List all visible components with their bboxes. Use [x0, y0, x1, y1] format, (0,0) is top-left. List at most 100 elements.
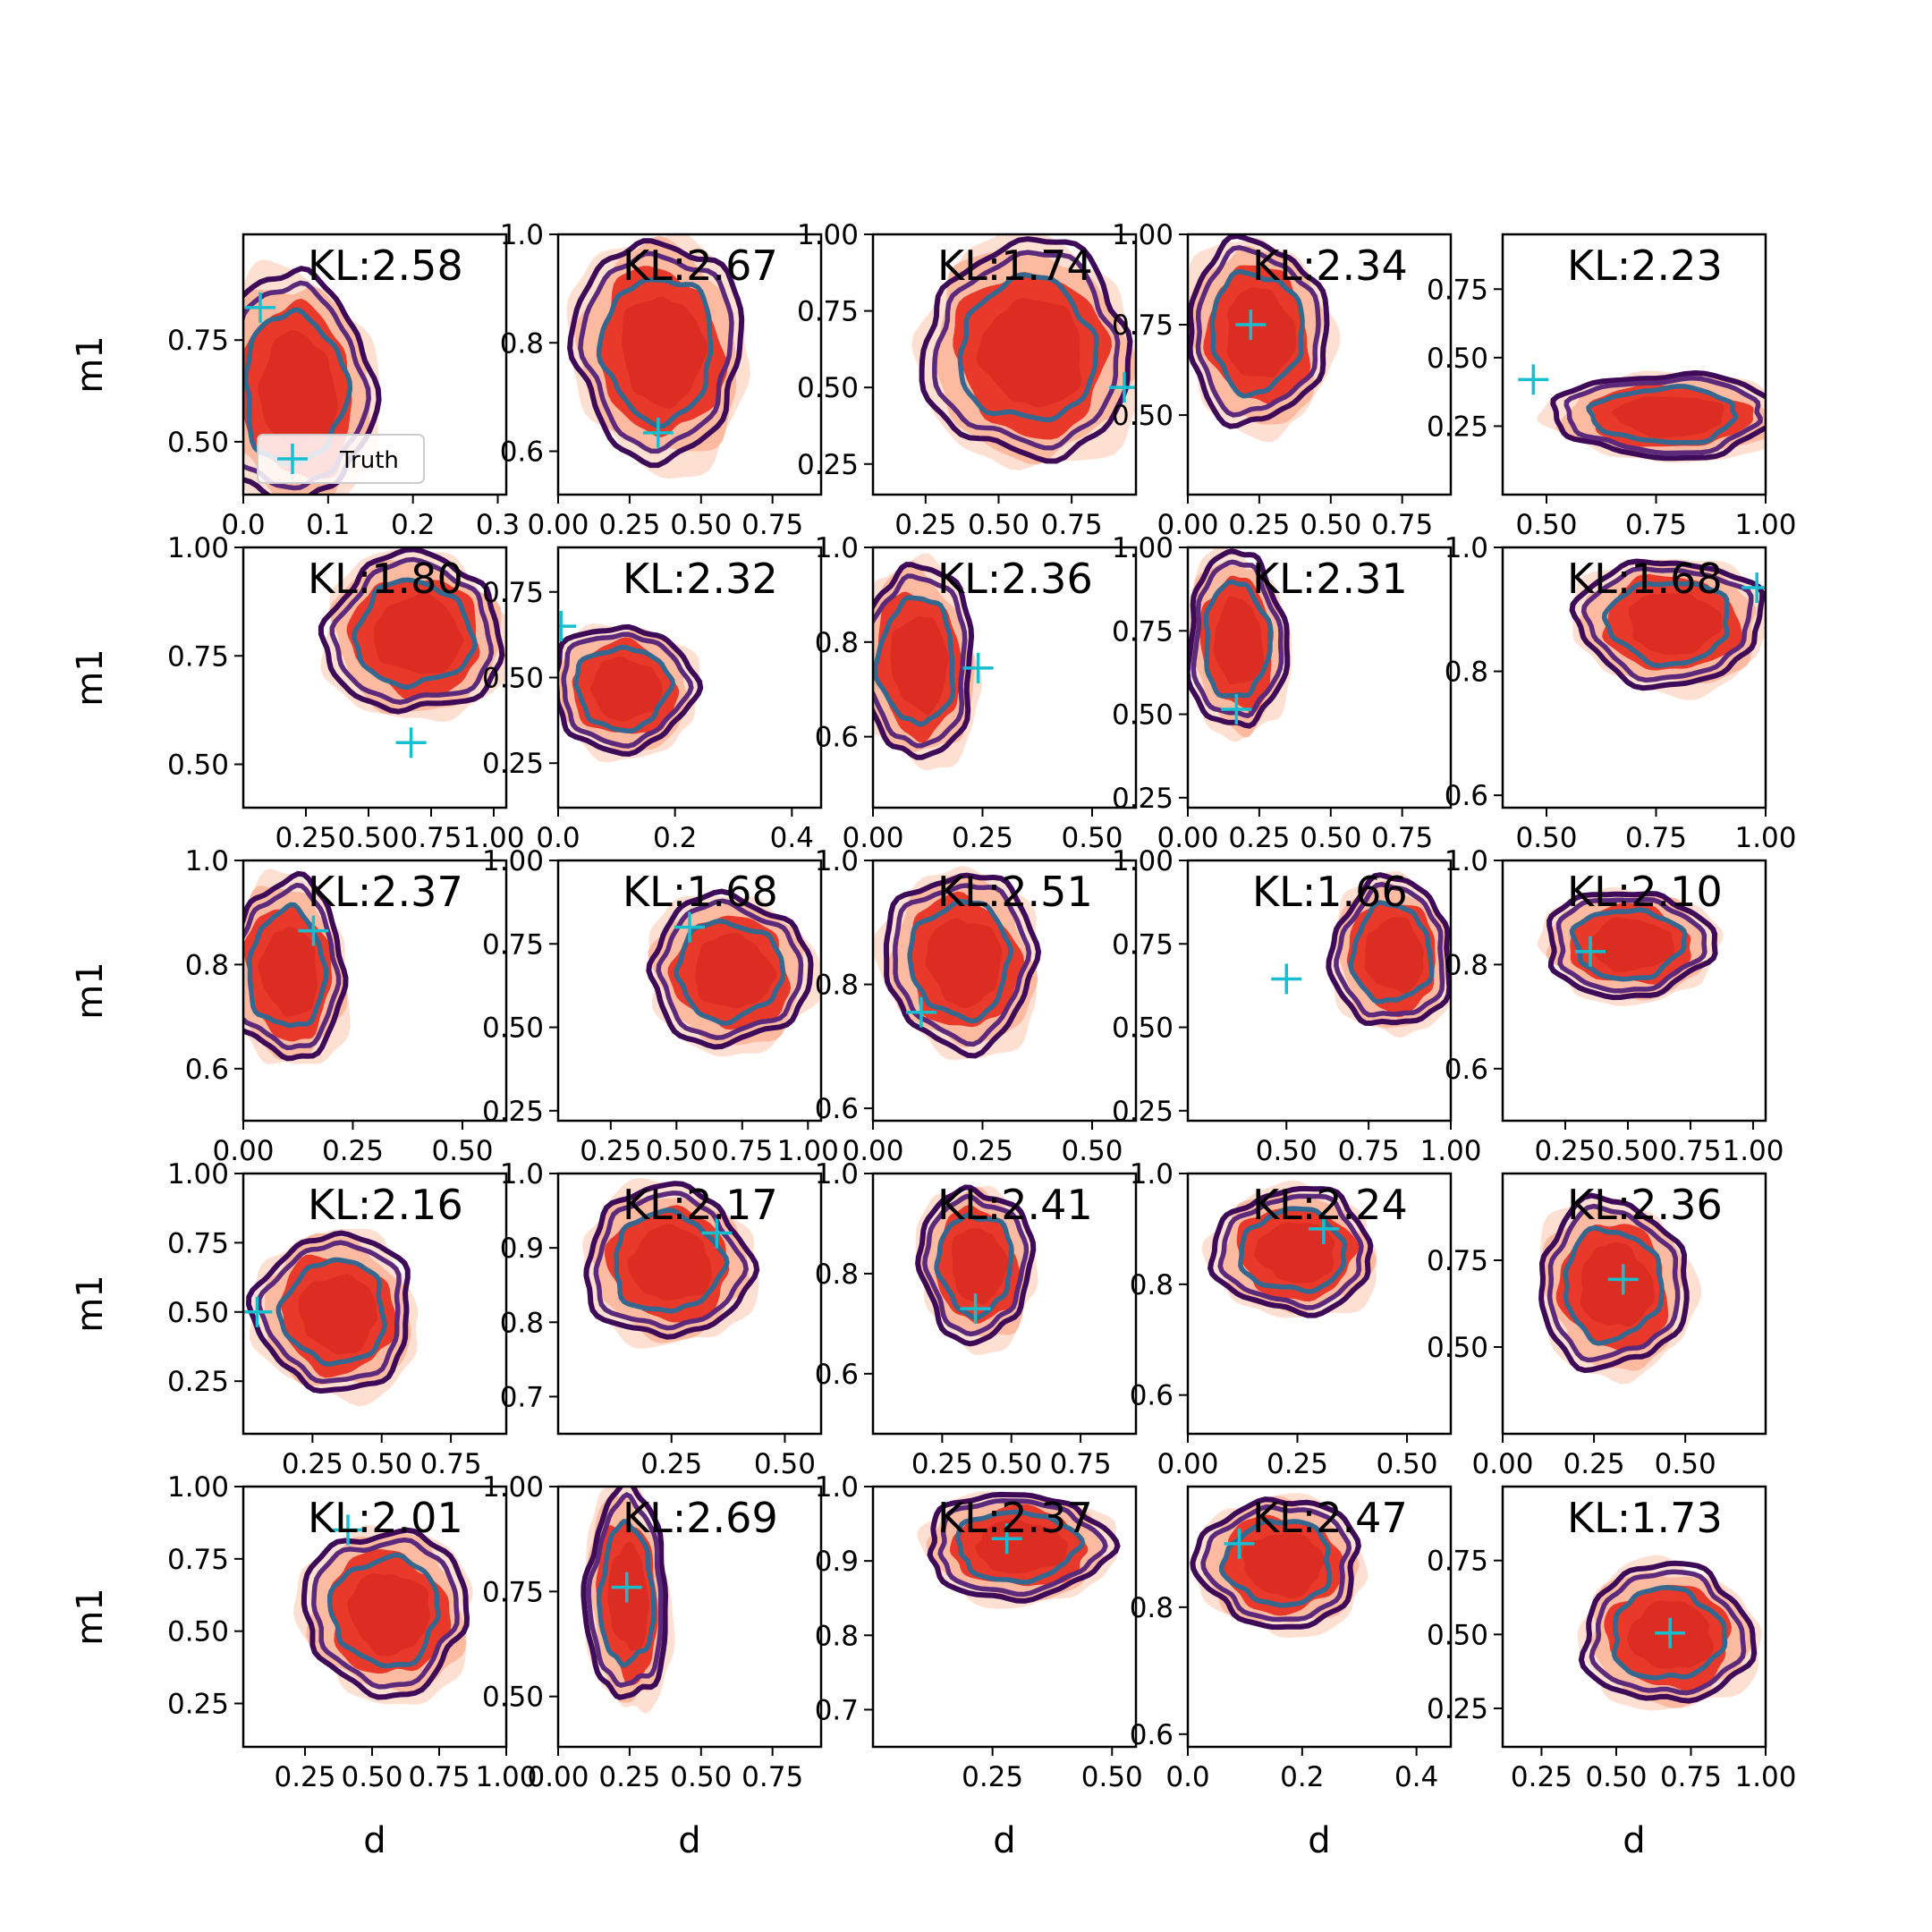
kl-annotation: KL:2.41 [937, 1181, 1093, 1229]
contour-outer [580, 1487, 669, 1700]
axes-frame [242, 859, 508, 1123]
axes-frame [556, 233, 823, 496]
density-fill-level-4 [607, 1541, 649, 1651]
panel-5: 0.50 0.75 1.00 0.25 0.50 0.75 KL:2.23 [1427, 233, 1797, 541]
kl-annotation: KL:2.24 [1252, 1181, 1408, 1229]
y-tick-label: 0.25 [482, 748, 544, 780]
kl-annotation: KL:2.58 [308, 242, 463, 290]
truth-marker [298, 915, 329, 946]
density-area [580, 1487, 675, 1714]
y-tick-label: 0.50 [167, 427, 229, 459]
x-tick-label: 0.50 [337, 822, 399, 854]
y-tick-label: 0.75 [1112, 309, 1174, 342]
y-tick-label: 0.50 [167, 750, 229, 782]
contour-inner [1563, 1224, 1665, 1346]
x-tick-label: 0.50 [351, 1448, 412, 1480]
axes-frame [1186, 546, 1453, 809]
contour-middle [311, 1537, 460, 1690]
density-area [1201, 1180, 1377, 1318]
y-tick-label: 0.8 [815, 627, 859, 659]
density-fill-level-4 [695, 932, 777, 1009]
y-tick-label: 0.8 [815, 970, 859, 1002]
axes-frame [871, 1172, 1138, 1436]
axes-frame [871, 546, 1138, 809]
truth-marker [701, 1217, 733, 1249]
panel-22: 0.00 0.25 0.50 0.75 0.50 0.75 1.00 KL:2.69 d [482, 1471, 823, 1861]
x-tick-label: 0.25 [952, 822, 1013, 854]
contour-inner [596, 276, 714, 429]
axes-frame [1186, 233, 1453, 496]
contour-outer [301, 1527, 470, 1700]
x-tick-label: 0.00 [527, 1761, 589, 1793]
axes-frame [1186, 859, 1453, 1123]
x-tick-label: 0.75 [1371, 822, 1433, 854]
panel-14: 0.50 0.75 1.00 0.25 0.50 0.75 1.00 KL:1.66 [1112, 845, 1482, 1167]
density-area [1569, 558, 1766, 700]
y-tick-label: 0.75 [482, 577, 544, 609]
density-area [1188, 234, 1341, 443]
x-tick-label: 0.75 [400, 822, 462, 854]
y-tick-label: 0.50 [1427, 1332, 1488, 1364]
x-tick-label: 0.75 [1660, 1761, 1722, 1793]
density-fill-level-4 [1628, 592, 1723, 656]
y-tick-label: 0.6 [1445, 780, 1488, 812]
axes-frame [242, 1172, 508, 1436]
legend: Truth [257, 434, 425, 484]
y-tick-label: 0.50 [1112, 1013, 1174, 1045]
kl-annotation: KL:2.17 [623, 1181, 778, 1229]
contour-inner [1238, 1206, 1348, 1294]
x-axis-label: d [1623, 1820, 1645, 1861]
x-tick-label: 0.75 [711, 1135, 773, 1167]
x-tick-label: 0.1 [306, 509, 350, 541]
density-area [873, 553, 994, 771]
contour-inner [873, 595, 956, 727]
kl-annotation: KL:2.23 [1567, 242, 1723, 290]
truth-marker [1655, 1617, 1686, 1648]
density-fill-level-4 [951, 1228, 1009, 1305]
contour-outer [1208, 1186, 1374, 1318]
y-tick-label: 0.8 [185, 949, 229, 981]
panel-11: 0.00 0.25 0.50 0.6 0.8 1.0 KL:2.37 m1 [70, 845, 508, 1167]
contour-outer [1538, 1192, 1690, 1374]
density-area [873, 866, 1042, 1061]
density-area [243, 1228, 419, 1407]
x-axis-label: d [678, 1820, 700, 1861]
contour-outer [1190, 1496, 1361, 1631]
y-tick-label: 1.00 [1112, 532, 1174, 564]
contour-middle [656, 898, 804, 1040]
x-tick-label: 0.50 [1081, 1761, 1143, 1793]
truth-marker [1221, 693, 1252, 724]
x-tick-label: 0.0 [536, 822, 580, 854]
density-area [1518, 364, 1766, 463]
y-tick-label: 0.50 [1112, 699, 1174, 732]
y-tick-label: 0.25 [1427, 1693, 1488, 1725]
y-tick-label: 0.50 [482, 1013, 544, 1045]
y-tick-label: 0.7 [500, 1381, 544, 1413]
y-axis-label: m1 [70, 335, 111, 393]
x-tick-label: 0.25 [1228, 822, 1290, 854]
x-tick-label: 0.75 [1050, 1448, 1112, 1480]
contour-outer [1546, 890, 1718, 1001]
y-tick-label: 0.7 [815, 1694, 859, 1726]
x-tick-label: 1.00 [1734, 509, 1796, 541]
truth-marker [611, 1572, 642, 1603]
y-tick-label: 0.75 [167, 1544, 229, 1576]
contour-inner [1348, 900, 1435, 1004]
panel-1: 0.0 0.1 0.2 0.3 0.50 0.75 KL:2.58 m1 Truth [70, 233, 520, 541]
legend-label: Truth [339, 447, 399, 474]
contour-middle [1217, 1193, 1364, 1310]
density-fill-level-4 [589, 657, 663, 722]
y-tick-label: 0.6 [1130, 1380, 1174, 1412]
x-tick-label: 0.75 [1659, 1135, 1721, 1167]
y-tick-label: 1.00 [167, 1471, 229, 1504]
y-tick-label: 0.50 [167, 1616, 229, 1648]
contour-outer [318, 547, 505, 715]
contour-inner [1203, 579, 1274, 699]
y-tick-label: 0.75 [1427, 1546, 1488, 1578]
density-area [1577, 1555, 1762, 1711]
truth-marker [1108, 372, 1136, 403]
kl-annotation: KL:2.36 [1567, 1181, 1723, 1229]
density-fill-level-4 [1364, 917, 1424, 994]
kl-annotation: KL:2.47 [1252, 1494, 1408, 1542]
